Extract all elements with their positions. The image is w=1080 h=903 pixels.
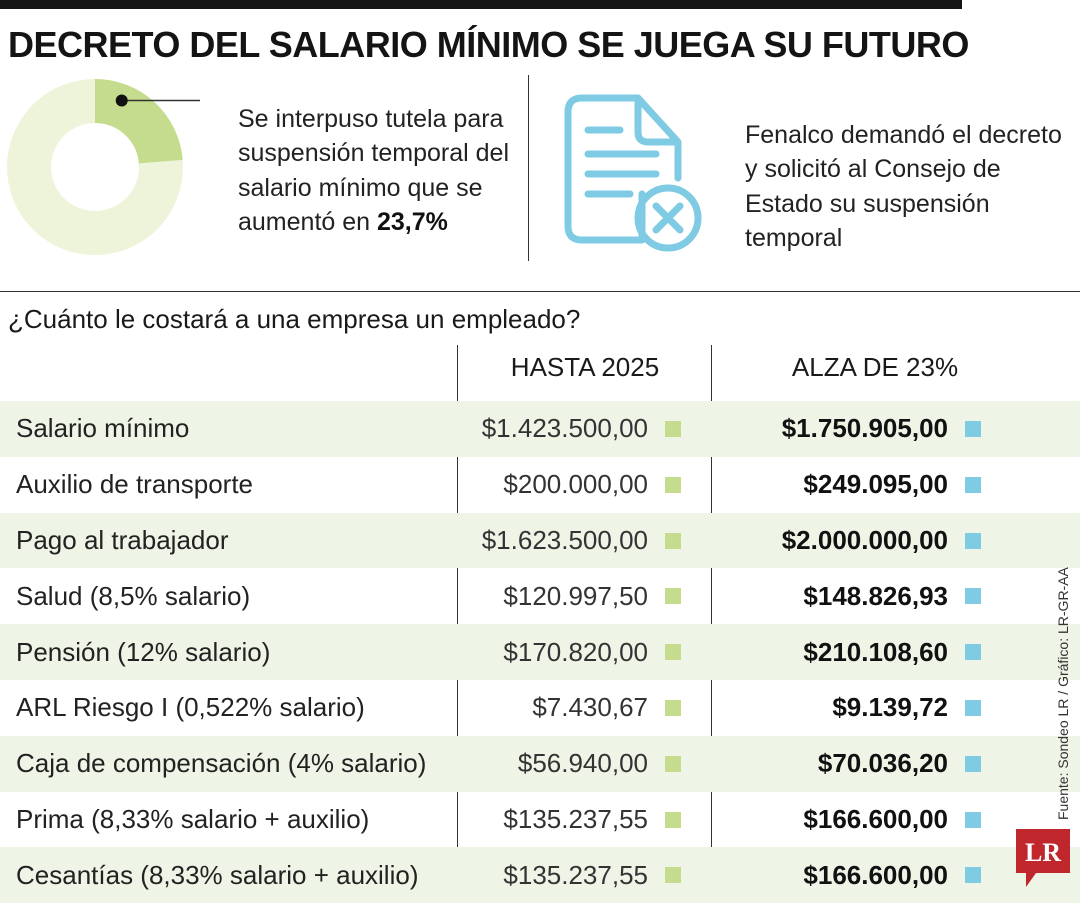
value-alza: $9.139,72 (832, 692, 948, 723)
section-divider (0, 291, 1080, 292)
row-label: Cesantías (8,33% salario + auxilio) (16, 859, 419, 890)
series-alza-marker (965, 421, 981, 437)
row-label: Prima (8,33% salario + auxilio) (16, 803, 370, 834)
table-row: Salario mínimo $1.423.500,00 $1.750.905,00 (0, 401, 1080, 457)
table-row: Auxilio de transporte $200.000,00 $249.095… (0, 457, 1080, 513)
donut-highlight-slice (93, 79, 183, 165)
value-alza: $210.108,60 (803, 636, 948, 667)
table-row: Salud (8,5% salario) $120.997,50 $148.826,… (0, 568, 1080, 624)
tutela-note: Se interpuso tutela para suspensión temp… (238, 102, 538, 239)
series-alza-marker (965, 644, 981, 661)
table-row: Pensión (12% salario) $170.820,00 $210.108… (0, 624, 1080, 680)
series-alza-marker (965, 588, 981, 605)
row-label: Salud (8,5% salario) (16, 580, 251, 611)
series-alza-marker (965, 755, 981, 772)
series-2025-marker (665, 811, 681, 828)
value-alza: $70.036,20 (817, 748, 948, 779)
value-2025: $120.997,50 (503, 580, 648, 611)
series-2025-marker (665, 755, 681, 772)
column-header-2025: HASTA 2025 (510, 352, 660, 382)
donut-marker-dot (115, 94, 128, 107)
value-2025: $135.237,55 (503, 859, 648, 890)
series-2025-marker (665, 867, 681, 884)
series-2025-marker (665, 421, 681, 437)
document-cancel-icon (564, 94, 702, 252)
series-2025-marker (665, 588, 681, 605)
value-2025: $200.000,00 (503, 469, 648, 500)
series-2025-marker (665, 699, 681, 716)
column-divider-right (711, 345, 712, 900)
row-label: Pensión (12% salario) (16, 636, 271, 667)
row-label: Caja de compensación (4% salario) (16, 748, 427, 779)
row-label: Salario mínimo (16, 413, 190, 444)
column-divider-left (457, 345, 458, 900)
table-row: Cesantías (8,33% salario + auxilio) $135.… (0, 847, 1080, 903)
value-alza: $148.826,93 (803, 580, 948, 611)
table-row: Pago al trabajador $1.623.500,00 $2.000.00… (0, 512, 1080, 569)
series-alza-marker (965, 811, 981, 828)
value-alza: $166.600,00 (803, 859, 948, 890)
value-2025: $1.423.500,00 (481, 413, 648, 444)
series-alza-marker (965, 532, 981, 549)
series-alza-marker (965, 476, 981, 493)
series-2025-marker (665, 532, 681, 549)
value-2025: $1.623.500,00 (481, 524, 648, 555)
row-label: Pago al trabajador (16, 524, 229, 555)
table-row: Prima (8,33% salario + auxilio) $135.237,… (0, 792, 1080, 848)
source-credit: Fuente: Sondeo LR / Gráfico: LR-GR-AA (1055, 567, 1071, 820)
value-alza: $1.750.905,00 (781, 413, 948, 444)
tutela-note-percent: 23,7% (377, 207, 448, 236)
top-rule (0, 0, 962, 9)
series-alza-marker (965, 867, 981, 884)
fenalco-note: Fenalco demandó el decreto y solicitó al… (745, 121, 1062, 252)
page-title: DECRETO DEL SALARIO MÍNIMO SE JUEGA SU F… (8, 24, 969, 65)
table-row: ARL Riesgo I (0,522% salario) $7.430,67 $9… (0, 680, 1080, 736)
table-question: ¿Cuánto le costará a una empresa un empl… (8, 304, 581, 334)
series-2025-marker (665, 644, 681, 661)
lr-logo-text: LR (1025, 838, 1061, 867)
value-alza: $2.000.000,00 (781, 524, 948, 555)
series-alza-marker (965, 699, 981, 716)
value-2025: $7.430,67 (532, 692, 648, 723)
percentage-donut-chart (7, 79, 200, 255)
table-row: Caja de compensación (4% salario) $56.940… (0, 735, 1080, 792)
value-2025: $56.940,00 (517, 748, 648, 779)
value-alza: $166.600,00 (803, 803, 948, 834)
value-alza: $249.095,00 (803, 469, 948, 500)
value-2025: $170.820,00 (503, 636, 648, 667)
column-header-alza: ALZA DE 23% (791, 352, 959, 382)
row-label: Auxilio de transporte (16, 469, 254, 500)
summary-divider (528, 75, 529, 261)
tutela-note-text: Se interpuso tutela para suspensión temp… (238, 105, 509, 236)
cost-table: Salario mínimo $1.423.500,00 $1.750.905,00… (0, 401, 1080, 903)
lr-logo-icon: LR (1016, 829, 1070, 887)
row-label: ARL Riesgo I (0,522% salario) (16, 692, 365, 723)
series-2025-marker (665, 476, 681, 493)
value-2025: $135.237,55 (503, 803, 648, 834)
